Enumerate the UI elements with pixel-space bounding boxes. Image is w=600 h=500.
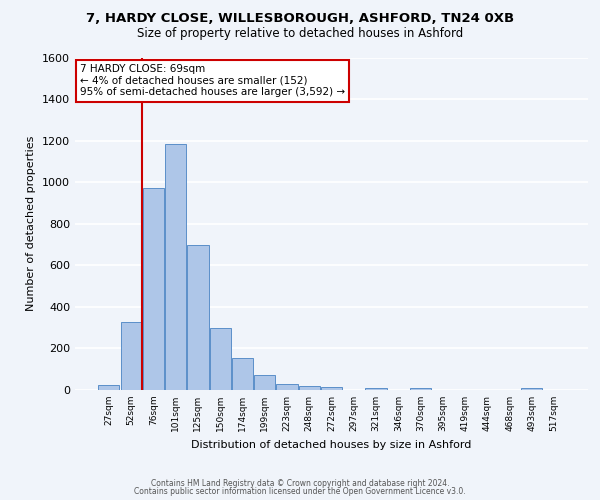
- Bar: [299, 386, 320, 390]
- Bar: [143, 188, 164, 390]
- Text: 7 HARDY CLOSE: 69sqm
← 4% of detached houses are smaller (152)
95% of semi-detac: 7 HARDY CLOSE: 69sqm ← 4% of detached ho…: [80, 64, 345, 98]
- Bar: [410, 388, 431, 390]
- Bar: [365, 388, 386, 390]
- X-axis label: Distribution of detached houses by size in Ashford: Distribution of detached houses by size …: [191, 440, 472, 450]
- Bar: [121, 322, 142, 390]
- Bar: [254, 376, 275, 390]
- Text: 7, HARDY CLOSE, WILLESBOROUGH, ASHFORD, TN24 0XB: 7, HARDY CLOSE, WILLESBOROUGH, ASHFORD, …: [86, 12, 514, 26]
- Bar: [209, 328, 231, 390]
- Text: Contains public sector information licensed under the Open Government Licence v3: Contains public sector information licen…: [134, 487, 466, 496]
- Bar: [521, 388, 542, 390]
- Y-axis label: Number of detached properties: Number of detached properties: [26, 136, 37, 312]
- Text: Size of property relative to detached houses in Ashford: Size of property relative to detached ho…: [137, 28, 463, 40]
- Bar: [98, 385, 119, 390]
- Bar: [187, 244, 209, 390]
- Bar: [232, 358, 253, 390]
- Bar: [277, 384, 298, 390]
- Bar: [165, 144, 186, 390]
- Bar: [321, 387, 342, 390]
- Text: Contains HM Land Registry data © Crown copyright and database right 2024.: Contains HM Land Registry data © Crown c…: [151, 478, 449, 488]
